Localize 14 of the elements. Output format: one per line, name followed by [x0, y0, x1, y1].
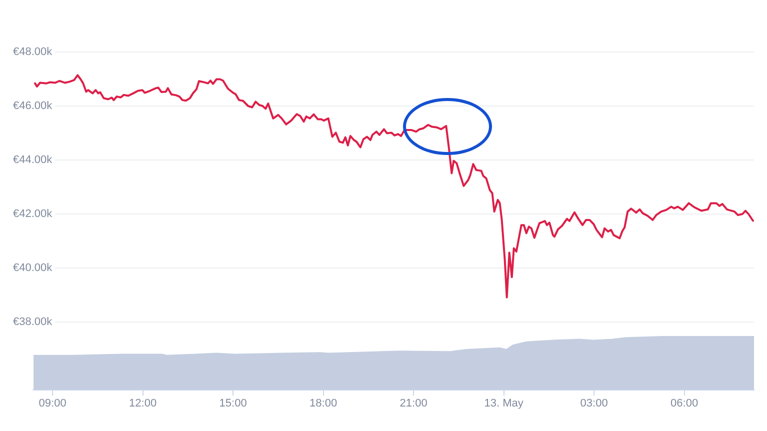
y-tick-label: €38.00k — [13, 316, 53, 328]
y-tick-label: €46.00k — [13, 100, 53, 112]
x-tick-label: 06:00 — [670, 397, 698, 410]
x-tick-label: 09:00 — [38, 397, 66, 410]
x-tick-label: 12:00 — [129, 397, 157, 410]
y-tick-label: €42.00k — [13, 208, 53, 220]
y-tick-label: €40.00k — [13, 262, 53, 274]
x-tick-label: 15:00 — [219, 397, 247, 410]
x-tick-label: 03:00 — [580, 397, 608, 410]
x-tick-label: 13. May — [484, 397, 524, 410]
x-tick-label: 18:00 — [310, 397, 338, 410]
y-tick-label: €44.00k — [13, 154, 53, 166]
x-tick-label: 21:00 — [400, 397, 428, 410]
y-tick-label: €48.00k — [13, 46, 53, 58]
